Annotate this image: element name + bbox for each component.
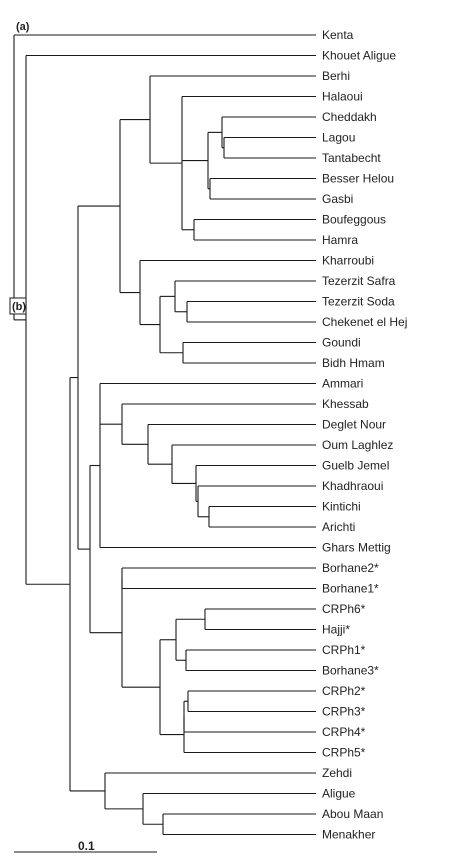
leaf-label: Deglet Nour: [322, 418, 386, 432]
leaf-label: Abou Maan: [322, 807, 383, 821]
leaf-label: Arichti: [322, 520, 355, 534]
leaf-label: Guelb Jemel: [322, 459, 389, 473]
leaf-label: Kenta: [322, 28, 354, 42]
leaf-label: Bidh Hmam: [322, 356, 385, 370]
leaf-label: Oum Laghlez: [322, 438, 393, 452]
leaf-label: Berhi: [322, 69, 350, 83]
leaf-label: Gasbi: [322, 192, 353, 206]
leaf-label: Ammari: [322, 377, 363, 391]
leaf-label: Ghars Mettig: [322, 541, 391, 555]
leaf-label: Menakher: [322, 828, 375, 842]
leaf-label: CRPh6*: [322, 602, 366, 616]
leaf-label: Hajji*: [322, 623, 350, 637]
tree-branches: [13, 34, 316, 836]
leaf-label: Boufeggous: [322, 213, 386, 227]
leaf-label: Besser Helou: [322, 172, 394, 186]
leaf-label: Tantabecht: [322, 151, 381, 165]
leaf-label: CRPh2*: [322, 684, 366, 698]
leaf-label: CRPh5*: [322, 746, 366, 760]
leaf-label: Aligue: [322, 787, 356, 801]
leaf-label: Zehdi: [322, 766, 352, 780]
leaf-label: Borhane2*: [322, 561, 379, 575]
panel-label-b: (b): [12, 301, 26, 313]
panel-label-b-box: [9, 297, 27, 315]
leaf-label: Khadhraoui: [322, 479, 383, 493]
leaf-label: Halaoui: [322, 90, 363, 104]
leaf-label: Borhane1*: [322, 582, 379, 596]
leaf-label: Tezerzit Soda: [322, 295, 395, 309]
leaf-label: Kharroubi: [322, 254, 374, 268]
scale-bar-label: 0.1: [78, 839, 95, 853]
leaf-label: CRPh4*: [322, 725, 366, 739]
leaf-label: Goundi: [322, 336, 361, 350]
leaf-label: Hamra: [322, 233, 358, 247]
panel-label-a: (a): [16, 21, 30, 33]
leaf-labels: Kenta Khouet Aligue Berhi Halaoui Cheddakh La…: [322, 28, 407, 842]
leaf-label: Tezerzit Safra: [322, 274, 396, 288]
leaf-label: Chekenet el Hej: [322, 315, 407, 329]
leaf-label: Kintichi: [322, 500, 361, 514]
leaf-label: Khouet Aligue: [322, 49, 396, 63]
leaf-label: CRPh3*: [322, 705, 366, 719]
leaf-label: Lagou: [322, 131, 355, 145]
leaf-label: Khessab: [322, 397, 369, 411]
leaf-label: Borhane3*: [322, 664, 379, 678]
leaf-label: CRPh1*: [322, 643, 366, 657]
leaf-label: Cheddakh: [322, 110, 377, 124]
